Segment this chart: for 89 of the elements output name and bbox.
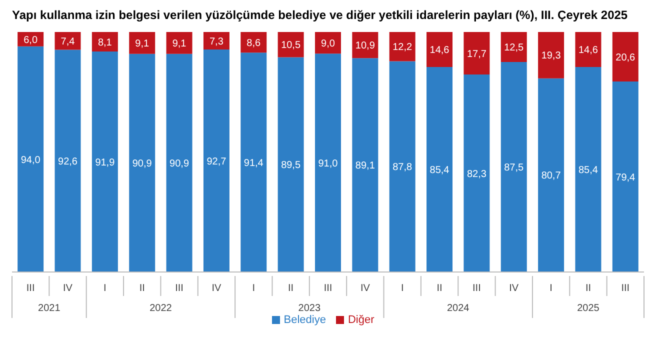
data-label: 9,1: [172, 38, 187, 50]
x-tick-label: II: [436, 283, 442, 294]
bar: [92, 32, 118, 52]
legend-label: Diğer: [348, 314, 374, 326]
data-label: 90,9: [132, 158, 152, 170]
x-tick-label: II: [288, 283, 294, 294]
bar: [500, 62, 527, 272]
text: 2024: [446, 303, 470, 314]
data-label: 91,9: [95, 157, 116, 168]
data-label: 9,1: [135, 38, 150, 50]
data-label: 92,6: [58, 156, 78, 168]
data-label: 10,5: [281, 40, 301, 52]
x-tick-label: IV: [360, 283, 370, 294]
bar: [538, 32, 564, 78]
bar: [203, 50, 230, 272]
data-label: 91,0: [318, 158, 338, 170]
bar: [166, 54, 192, 272]
bar: [538, 78, 564, 272]
data-label: 79,4: [616, 172, 636, 184]
data-label: 92,7: [206, 156, 227, 168]
x-tick-label: I: [550, 283, 552, 294]
data-label: 80,7: [541, 170, 562, 182]
data-label: 7,4: [60, 36, 76, 48]
bar: [612, 32, 638, 82]
x-tick-label: II: [585, 283, 592, 294]
bar: [278, 57, 304, 272]
data-label: 90,9: [170, 158, 190, 170]
data-label: 8,1: [98, 37, 112, 48]
data-label: 6,0: [24, 34, 38, 46]
x-tick-label: IV: [212, 283, 222, 294]
x-tick-label: I: [400, 283, 404, 294]
data-label: 9,0: [321, 38, 336, 50]
bar: [500, 32, 527, 62]
bar: [18, 46, 44, 272]
bar: [314, 32, 341, 54]
bar: [426, 32, 453, 68]
data-label: 12,2: [392, 42, 413, 54]
text: 2021: [38, 303, 61, 314]
data-label: 14,6: [430, 45, 450, 56]
data-label: 89,5: [281, 160, 301, 172]
data-label: 10,9: [355, 40, 376, 52]
data-label: 19,3: [541, 50, 562, 62]
x-tick-label: IV: [63, 283, 73, 294]
bar: [575, 32, 602, 68]
data-label: 87,8: [392, 162, 413, 174]
bar: [166, 32, 192, 54]
bar: [203, 32, 230, 50]
x-tick-label: I: [252, 283, 256, 294]
x-tick-label: III: [472, 283, 481, 294]
bar: [352, 58, 378, 272]
x-tick-label: III: [621, 283, 630, 294]
bar: [92, 51, 118, 272]
x-tick-label: I: [104, 283, 106, 294]
bar: [54, 32, 81, 50]
data-label: 7,3: [210, 36, 224, 48]
bar: [389, 61, 416, 272]
legend-label: Belediye: [284, 314, 326, 326]
data-label: 85,4: [578, 165, 598, 176]
x-tick-label: III: [26, 283, 35, 294]
text: 2022: [150, 303, 172, 314]
bar: [426, 67, 453, 272]
data-label: 8,6: [246, 38, 262, 49]
data-label: 17,7: [466, 48, 487, 60]
bar: [464, 74, 490, 272]
data-label: 91,4: [244, 158, 264, 169]
bar: [389, 32, 416, 62]
bar: [129, 54, 156, 272]
data-label: 85,4: [430, 165, 450, 176]
bar: [240, 52, 267, 272]
data-label: 87,5: [504, 162, 524, 174]
data-label: 82,3: [466, 168, 487, 180]
x-tick-label: II: [139, 283, 145, 294]
data-label: 94,0: [20, 154, 41, 166]
bar: [54, 50, 81, 272]
text: 2025: [577, 303, 600, 314]
x-tick-label: IV: [509, 283, 519, 294]
x-tick-label: III: [324, 283, 332, 294]
x-tick-label: III: [175, 283, 184, 294]
bar: [314, 54, 341, 272]
bar: [129, 32, 156, 54]
chart-title: Yapı kullanma izin belgesi verilen yüzölçümde belediye ve diğer yetkili idarelerin payları (%), III. Çeyrek 2025: [12, 8, 629, 24]
data-label: 12,5: [504, 42, 524, 54]
bar: [464, 32, 490, 74]
bar: [612, 81, 638, 272]
data-label: 89,1: [355, 160, 376, 172]
data-label: 20,6: [616, 52, 636, 64]
data-label: 14,6: [578, 45, 598, 56]
bar: [575, 67, 602, 272]
text: 2023: [298, 303, 321, 314]
